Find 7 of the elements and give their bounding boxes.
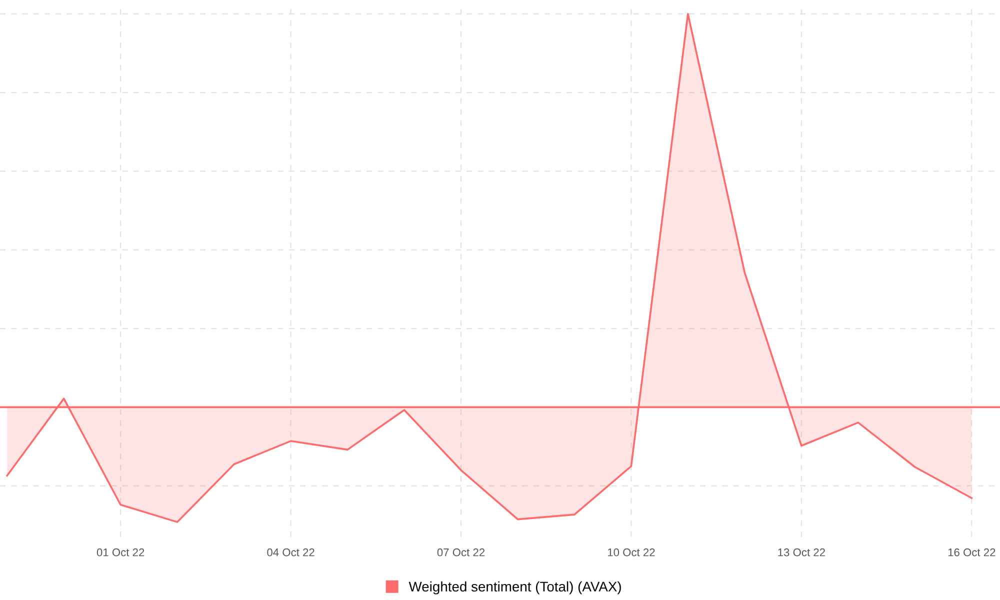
- legend-label: Weighted sentiment (Total) (AVAX): [408, 581, 621, 594]
- x-tick-label: 13 Oct 22: [778, 548, 825, 556]
- x-tick-label: 01 Oct 22: [96, 548, 144, 556]
- x-tick-label: 07 Oct 22: [437, 548, 485, 556]
- x-tick-label: 10 Oct 22: [608, 548, 655, 556]
- x-tick-label: 16 Oct 22: [948, 548, 996, 556]
- x-tick-label: 04 Oct 22: [267, 548, 314, 556]
